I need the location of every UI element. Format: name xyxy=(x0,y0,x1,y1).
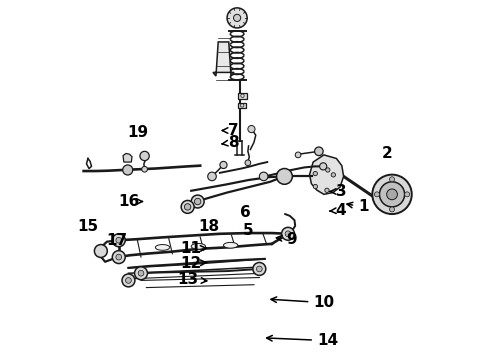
Circle shape xyxy=(276,168,293,184)
Text: 12: 12 xyxy=(180,256,207,271)
Circle shape xyxy=(379,182,405,207)
Circle shape xyxy=(125,278,131,283)
Text: 11: 11 xyxy=(180,241,207,256)
Circle shape xyxy=(313,184,318,189)
Circle shape xyxy=(184,204,191,210)
Circle shape xyxy=(140,151,149,161)
Circle shape xyxy=(390,207,394,212)
Text: 16: 16 xyxy=(118,194,143,209)
Circle shape xyxy=(208,172,216,181)
Text: 15: 15 xyxy=(77,219,98,234)
Text: 1: 1 xyxy=(347,199,368,215)
Circle shape xyxy=(315,147,323,156)
Text: 3: 3 xyxy=(330,184,346,199)
Circle shape xyxy=(142,166,147,172)
Ellipse shape xyxy=(155,244,170,250)
Text: 10: 10 xyxy=(271,295,335,310)
Text: 9: 9 xyxy=(276,232,297,247)
Circle shape xyxy=(234,14,241,22)
Text: 2: 2 xyxy=(381,145,392,161)
Text: 17: 17 xyxy=(106,234,127,248)
Circle shape xyxy=(285,231,291,237)
Circle shape xyxy=(313,171,318,176)
Circle shape xyxy=(282,227,294,240)
Circle shape xyxy=(253,262,266,275)
Circle shape xyxy=(390,177,394,182)
Circle shape xyxy=(319,163,327,170)
Bar xyxy=(238,103,246,108)
Circle shape xyxy=(122,165,133,175)
Circle shape xyxy=(325,188,329,193)
Circle shape xyxy=(405,192,410,197)
Circle shape xyxy=(138,270,144,276)
Circle shape xyxy=(245,160,251,166)
Circle shape xyxy=(259,172,268,181)
Text: 8: 8 xyxy=(222,135,239,150)
Circle shape xyxy=(195,198,201,205)
Circle shape xyxy=(331,173,336,177)
Ellipse shape xyxy=(223,242,238,248)
Text: 18: 18 xyxy=(198,219,220,234)
Circle shape xyxy=(112,251,125,264)
Circle shape xyxy=(326,168,330,172)
Circle shape xyxy=(95,244,107,257)
Polygon shape xyxy=(123,153,132,162)
Text: 6: 6 xyxy=(240,206,251,220)
Circle shape xyxy=(220,161,227,168)
Polygon shape xyxy=(213,42,234,76)
Circle shape xyxy=(227,8,247,28)
Circle shape xyxy=(191,195,204,208)
Circle shape xyxy=(181,201,194,213)
Circle shape xyxy=(372,175,412,214)
Circle shape xyxy=(256,266,262,272)
Text: 4: 4 xyxy=(330,203,346,218)
Text: 7: 7 xyxy=(222,123,239,138)
Ellipse shape xyxy=(191,243,205,249)
Text: 14: 14 xyxy=(267,333,338,348)
Circle shape xyxy=(112,234,125,247)
Circle shape xyxy=(374,192,379,197)
Circle shape xyxy=(387,189,397,200)
Text: 5: 5 xyxy=(243,224,254,238)
Polygon shape xyxy=(310,155,343,194)
Circle shape xyxy=(116,237,122,243)
Text: 19: 19 xyxy=(127,125,148,140)
Circle shape xyxy=(135,267,147,280)
Circle shape xyxy=(116,254,122,260)
Circle shape xyxy=(248,126,255,133)
Circle shape xyxy=(122,274,135,287)
Circle shape xyxy=(295,152,301,158)
Bar xyxy=(238,93,247,99)
Text: 13: 13 xyxy=(178,272,207,287)
